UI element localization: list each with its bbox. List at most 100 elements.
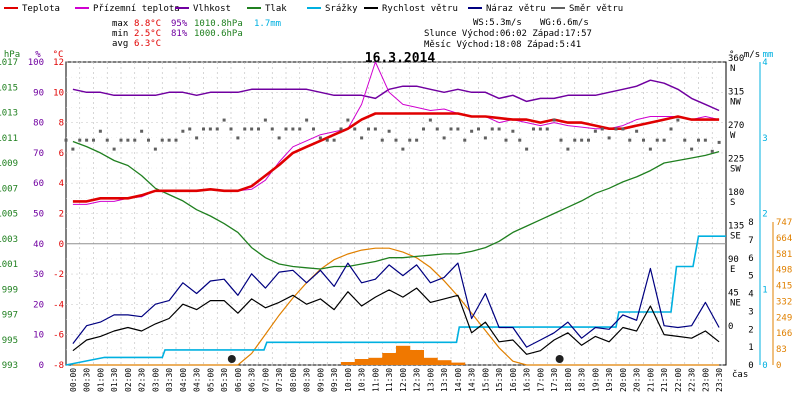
wind-direction-marker bbox=[525, 147, 529, 151]
wind-direction-marker bbox=[566, 147, 570, 151]
wind-direction-marker bbox=[291, 127, 295, 131]
info-moon: Měsíc Východ:18:08 Západ:5:41 bbox=[424, 40, 581, 50]
wind-direction-marker bbox=[71, 147, 75, 151]
legend-label: Přízemní teplota bbox=[93, 4, 180, 14]
axis-tick-hpa: 1015 bbox=[0, 83, 18, 93]
axis-tick-pct: 80 bbox=[33, 119, 44, 129]
wind-direction-marker bbox=[222, 118, 226, 122]
x-axis-label: čas bbox=[732, 369, 748, 380]
axis-tick-deg-compass: SE bbox=[730, 232, 741, 242]
axis-tick-celsius: -8 bbox=[53, 361, 64, 371]
x-axis-tick: 18:30 bbox=[578, 368, 587, 392]
series-line-vlhkost bbox=[72, 79, 720, 112]
axis-tick-deg: 0 bbox=[728, 322, 733, 332]
wind-direction-marker bbox=[587, 138, 590, 142]
wind-direction-marker bbox=[202, 127, 205, 131]
x-axis-tick: 02:30 bbox=[138, 368, 147, 392]
stats-label: max bbox=[112, 19, 129, 29]
axis-tick-wm2: 83 bbox=[776, 345, 787, 355]
wind-direction-marker bbox=[167, 138, 171, 142]
axis-label-pct: % bbox=[35, 50, 41, 60]
x-axis-tick: 19:30 bbox=[605, 368, 614, 392]
x-axis-tick: 08:30 bbox=[303, 368, 312, 392]
rain-intensity-bar bbox=[409, 350, 424, 365]
axis-tick-deg-compass: NE bbox=[730, 299, 741, 309]
wind-direction-marker bbox=[422, 127, 425, 131]
wind-direction-marker bbox=[325, 138, 329, 142]
legend-label: Rychlost větru bbox=[382, 4, 458, 14]
wind-direction-marker bbox=[408, 138, 412, 142]
axis-tick-hpa: 1017 bbox=[0, 58, 18, 68]
x-axis-tick: 05:00 bbox=[206, 368, 215, 392]
x-axis-tick: 11:00 bbox=[371, 368, 380, 392]
stats-rain: 1.7mm bbox=[254, 19, 281, 29]
legend-label: Teplota bbox=[22, 4, 60, 14]
legend-label: Srážky bbox=[325, 4, 358, 14]
axis-tick-pct: 20 bbox=[33, 300, 44, 310]
x-axis-tick: 05:30 bbox=[220, 368, 229, 392]
info-wind-gust: WG:6.6m/s bbox=[540, 18, 589, 28]
axis-tick-pct: 10 bbox=[33, 331, 44, 341]
chart-header: Teplota Přízemní teplota Vlhkost Tlak Srážky… bbox=[4, 4, 623, 50]
wind-direction-marker bbox=[360, 136, 364, 140]
wind-direction-marker bbox=[119, 138, 123, 142]
rain-intensity-bar bbox=[368, 357, 383, 365]
wind-direction-marker bbox=[312, 127, 315, 131]
x-axis-tick: 01:00 bbox=[96, 368, 105, 392]
wind-direction-marker bbox=[642, 138, 645, 142]
axis-tick-deg-compass: E bbox=[730, 265, 735, 275]
x-axis-tick: 00:00 bbox=[69, 368, 78, 392]
wind-direction-marker bbox=[339, 127, 343, 131]
axis-label-deg: ° bbox=[729, 50, 734, 60]
rain-intensity-bar bbox=[437, 360, 452, 365]
axis-tick-deg-compass: SW bbox=[730, 165, 741, 175]
axis-tick-deg-compass: NW bbox=[730, 98, 741, 108]
axis-tick-deg-compass: N bbox=[730, 64, 735, 74]
wind-direction-marker bbox=[573, 138, 577, 142]
axis-tick-wm2: 166 bbox=[776, 329, 792, 339]
series-line-tlak bbox=[72, 140, 720, 270]
wind-direction-marker bbox=[449, 127, 453, 131]
axis-tick-mm: 1 bbox=[762, 285, 767, 295]
rain-intensity-bar bbox=[396, 345, 411, 365]
wind-direction-marker bbox=[676, 118, 680, 122]
axis-tick-wm2: 332 bbox=[776, 297, 792, 307]
axis-tick-pct: 0 bbox=[39, 361, 44, 371]
axis-tick-celsius: 8 bbox=[59, 119, 64, 129]
wind-direction-marker bbox=[367, 127, 370, 131]
axis-tick-pct: 90 bbox=[33, 88, 44, 98]
wind-direction-marker bbox=[662, 138, 666, 142]
axis-tick-ms: 4 bbox=[748, 290, 753, 300]
wind-direction-marker bbox=[435, 127, 439, 131]
axis-tick-deg: 90 bbox=[728, 255, 739, 265]
x-axis-tick: 15:00 bbox=[481, 368, 490, 392]
axis-label-ms: m/s bbox=[744, 50, 760, 60]
wind-direction-marker bbox=[635, 129, 639, 133]
wind-direction-marker bbox=[257, 127, 260, 131]
wind-direction-marker bbox=[600, 127, 604, 131]
wind-direction-marker bbox=[580, 138, 584, 142]
axis-tick-mm: 4 bbox=[762, 58, 767, 68]
axis-tick-ms: 7 bbox=[748, 236, 753, 246]
wind-direction-marker bbox=[559, 138, 563, 142]
axis-tick-celsius: 10 bbox=[53, 88, 64, 98]
wind-direction-marker bbox=[470, 129, 474, 133]
axis-tick-celsius: -4 bbox=[53, 300, 64, 310]
wind-direction-marker bbox=[78, 138, 82, 142]
rain-intensity-bar bbox=[341, 362, 356, 365]
x-axis-tick: 16:00 bbox=[509, 368, 518, 392]
x-axis-tick: 12:30 bbox=[413, 368, 422, 392]
wind-direction-marker bbox=[648, 147, 652, 151]
wind-direction-marker bbox=[463, 138, 467, 142]
x-axis-tick: 13:00 bbox=[426, 368, 435, 392]
axis-tick-hpa: 993 bbox=[2, 361, 18, 371]
wind-direction-marker bbox=[483, 136, 487, 140]
legend-label: Náraz větru bbox=[486, 4, 546, 14]
axis-tick-celsius: -2 bbox=[53, 270, 64, 280]
wind-direction-marker bbox=[98, 129, 102, 133]
wind-direction-marker bbox=[284, 127, 288, 131]
x-axis-tick: 15:30 bbox=[495, 368, 504, 392]
wind-direction-marker bbox=[518, 138, 522, 142]
axis-tick-mm: 2 bbox=[762, 210, 767, 220]
